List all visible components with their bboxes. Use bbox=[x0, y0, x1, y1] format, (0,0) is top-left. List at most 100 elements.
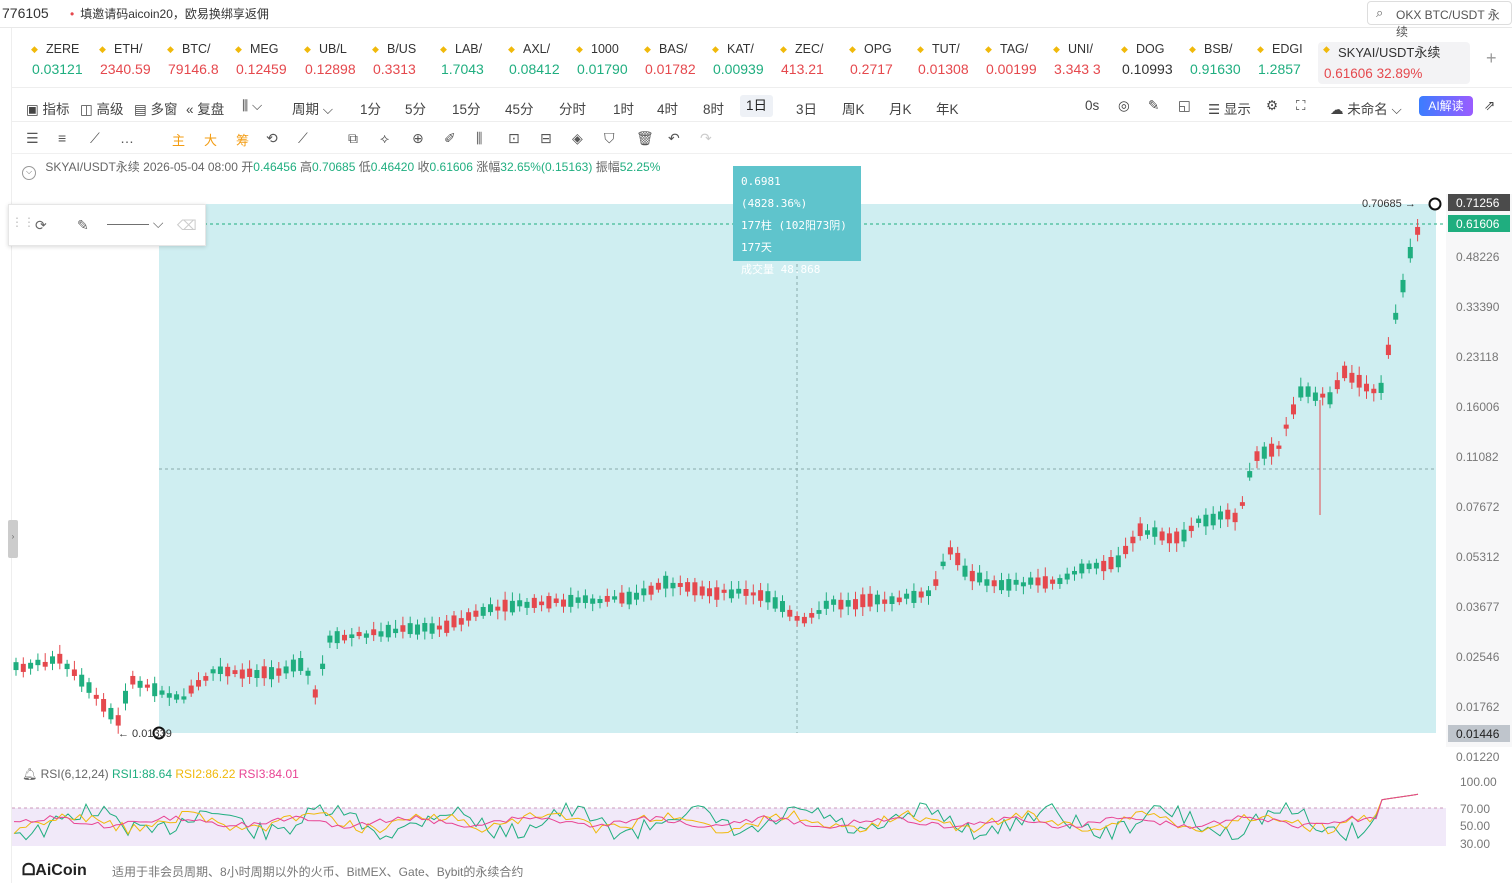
template-icon[interactable]: ⟳ bbox=[35, 217, 47, 233]
ticker-item[interactable]: AXL/0.08412 bbox=[503, 42, 560, 84]
drag-handle-icon[interactable]: ⋮⋮ bbox=[11, 215, 35, 229]
candle-body bbox=[911, 590, 917, 603]
ticker-item[interactable]: ZEC/413.21 bbox=[775, 42, 824, 84]
search-box[interactable]: ⌕ OKX BTC/USDT 永续 bbox=[1367, 1, 1512, 39]
replay-button[interactable]: « 复盘 bbox=[186, 102, 225, 117]
interval-12[interactable]: 年K bbox=[936, 102, 959, 117]
candle-body bbox=[619, 592, 625, 604]
candle-body bbox=[210, 669, 216, 674]
active-ticker[interactable]: SKYAI/USDT永续 0.61606 32.89% bbox=[1318, 42, 1470, 84]
advanced-button[interactable]: ◫ 高级 bbox=[80, 102, 124, 117]
candle-body bbox=[626, 591, 632, 605]
ticker-item[interactable]: TAG/0.00199 bbox=[980, 42, 1037, 84]
legend-close: 0.61606 bbox=[429, 160, 473, 174]
ruler-icon[interactable]: ⟡ bbox=[380, 130, 390, 146]
display-button[interactable]: ☰ 显示 bbox=[1208, 102, 1251, 117]
interval-10[interactable]: 周K bbox=[842, 102, 865, 117]
bar-style-dropdown[interactable]: ⫼ ⌵ bbox=[242, 98, 263, 113]
ticker-item[interactable]: BTC/79146.8 bbox=[162, 42, 219, 84]
ticker-item[interactable]: DOG 0.10993 bbox=[1116, 42, 1173, 84]
trash-icon[interactable]: 🗑 bbox=[636, 130, 654, 146]
ticker-item[interactable]: TUT/0.01308 bbox=[912, 42, 969, 84]
period-dropdown[interactable]: 周期 ⌵ bbox=[292, 102, 333, 117]
ticker-item[interactable]: ETH/2340.59 bbox=[94, 42, 151, 84]
menu-icon[interactable]: ☰ bbox=[26, 130, 39, 146]
ticker-item[interactable]: UNI/3.343 3 bbox=[1048, 42, 1101, 84]
chip-toggle[interactable]: 筹 bbox=[236, 133, 250, 148]
interval-11[interactable]: 月K bbox=[889, 102, 912, 117]
add-ticker-icon[interactable]: + bbox=[1486, 48, 1497, 68]
interval-6[interactable]: 4时 bbox=[657, 102, 679, 117]
edit-pen-icon[interactable]: ✎ bbox=[77, 217, 89, 233]
lock-icon[interactable]: ⊡ bbox=[508, 130, 520, 146]
price-axis-label: 0.01220 bbox=[1456, 750, 1500, 764]
ticker-item[interactable]: LAB/1.7043 bbox=[435, 42, 484, 84]
legend-toggle-icon[interactable]: ⌵ bbox=[22, 166, 36, 180]
ticker-item[interactable]: OPG 0.2717 bbox=[844, 42, 893, 84]
ticker-item[interactable]: UB/L 0.12898 bbox=[299, 42, 356, 84]
crop-icon[interactable]: ⧉ bbox=[348, 130, 358, 146]
pen-icon[interactable]: ✎ bbox=[1148, 98, 1160, 113]
list-icon[interactable]: ≡ bbox=[58, 130, 67, 146]
display-label: 显示 bbox=[1223, 102, 1251, 117]
rsi-legend: 🔔︎ RSI(6,12,24) RSI1:88.64 RSI2:86.22 RS… bbox=[22, 767, 299, 781]
zoom-icon[interactable]: ⊕ bbox=[412, 130, 424, 146]
ticker-item[interactable]: EDGI 1.2857 bbox=[1252, 42, 1303, 84]
candle-body bbox=[232, 670, 238, 674]
ticker-item[interactable]: KAT/0.00939 bbox=[707, 42, 764, 84]
line-tool-icon[interactable]: ⟋ bbox=[298, 130, 308, 146]
camera-icon[interactable]: ◎ bbox=[1118, 98, 1130, 113]
ticker-item[interactable]: MEG 0.12459 bbox=[230, 42, 287, 84]
erase-icon[interactable]: ⌫ bbox=[177, 217, 197, 233]
measure-handle-top-icon[interactable] bbox=[1428, 197, 1442, 211]
multi-window-button[interactable]: ▤ 多窗 bbox=[134, 102, 178, 117]
layout-icon[interactable]: ◱ bbox=[1178, 98, 1191, 113]
indicators-button[interactable]: ▣ 指标 bbox=[26, 102, 70, 117]
replace-icon[interactable]: ⟲ bbox=[266, 130, 278, 146]
legend-change: 32.65%(0.15163) bbox=[500, 160, 593, 174]
interval-1[interactable]: 5分 bbox=[405, 102, 427, 117]
candles-icon[interactable]: ⫼ bbox=[476, 130, 483, 146]
candle-body bbox=[860, 594, 866, 608]
undo-icon[interactable]: ↶ bbox=[668, 130, 680, 146]
ticker-item[interactable]: BAS/0.01782 bbox=[639, 42, 696, 84]
candle-body bbox=[502, 599, 508, 612]
ticker-item[interactable]: 1000 0.01790 bbox=[571, 42, 628, 84]
invite-notice[interactable]: • 填邀请码aicoin20，欧易换绑享返佣 bbox=[70, 7, 269, 21]
main-indicator-toggle[interactable]: 主 bbox=[172, 133, 186, 148]
candle-body bbox=[655, 582, 661, 590]
hide-icon[interactable]: ⊟ bbox=[540, 130, 552, 146]
interval-2[interactable]: 15分 bbox=[452, 102, 481, 117]
more-icon[interactable]: … bbox=[120, 130, 134, 146]
measure-handle-bottom-icon[interactable] bbox=[152, 726, 166, 740]
ticker-item[interactable]: BSB/0.91630 bbox=[1184, 42, 1241, 84]
ai-interpret-button[interactable]: AI解读 bbox=[1419, 96, 1473, 116]
candle-body bbox=[393, 628, 399, 634]
interval-5[interactable]: 1时 bbox=[613, 102, 635, 117]
brush-icon[interactable]: ✐ bbox=[444, 130, 456, 146]
ticker-item[interactable]: B/US 0.3313 bbox=[367, 42, 416, 84]
interval-8[interactable]: 1日 bbox=[740, 95, 774, 117]
trend-line-icon[interactable]: ⟋ bbox=[90, 130, 100, 146]
share-icon[interactable]: ⇗ bbox=[1484, 98, 1496, 113]
interval-9[interactable]: 3日 bbox=[796, 102, 818, 117]
interval-0[interactable]: 1分 bbox=[360, 102, 382, 117]
line-style-dropdown[interactable]: ——— ⌵ bbox=[107, 215, 164, 231]
big-order-toggle[interactable]: 大 bbox=[204, 133, 218, 148]
rsi-bell-icon[interactable]: 🔔︎ bbox=[22, 767, 38, 781]
interval-7[interactable]: 8时 bbox=[703, 102, 725, 117]
settings-gear-icon[interactable]: ⚙ bbox=[1266, 98, 1279, 113]
cloud-layout-dropdown[interactable]: ☁ 未命名 ⌵ bbox=[1330, 102, 1402, 117]
filter-icon[interactable]: ⛉ bbox=[604, 130, 615, 146]
interval-3[interactable]: 45分 bbox=[505, 102, 534, 117]
fullscreen-icon[interactable]: ⛶ bbox=[1296, 98, 1306, 113]
redo-icon[interactable]: ↷ bbox=[700, 130, 712, 146]
collapse-handle-icon[interactable]: › bbox=[8, 520, 18, 558]
ticker-symbol: ZEC/ bbox=[775, 42, 824, 56]
ticker-symbol: UB/L bbox=[299, 42, 356, 56]
candle-body bbox=[196, 680, 201, 687]
interval-4[interactable]: 分时 bbox=[559, 102, 586, 117]
ticker-item[interactable]: ZERE 0.03121 bbox=[26, 42, 83, 84]
magnet-icon[interactable]: ◈ bbox=[572, 130, 583, 146]
